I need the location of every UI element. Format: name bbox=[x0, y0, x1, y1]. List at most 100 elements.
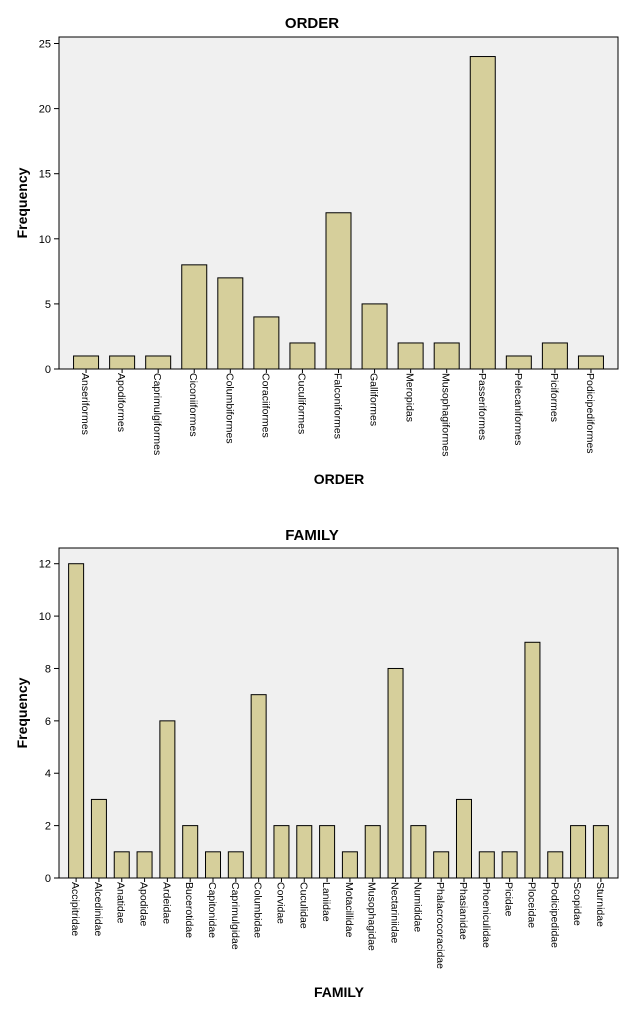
order-category-label: Ciconiiformes bbox=[187, 373, 199, 437]
family-y-tick-label: 2 bbox=[45, 821, 51, 833]
family-bar-columbidae bbox=[250, 694, 267, 879]
family-bar-caprimulgidae bbox=[227, 851, 244, 879]
family-category-label: Laniidae bbox=[320, 882, 332, 922]
family-category-label: Phasianidae bbox=[457, 882, 469, 940]
order-chart-title: ORDER bbox=[285, 15, 339, 32]
order-bar-falconiformes bbox=[325, 212, 352, 370]
family-bar-phalacrocoracidae bbox=[433, 851, 450, 879]
family-category-label: Nectariniidae bbox=[389, 882, 401, 943]
order-category-label: Caprimulgiformes bbox=[151, 373, 163, 455]
family-bar-ardeidae bbox=[159, 720, 176, 879]
family-category-label: Musophagidae bbox=[366, 882, 378, 951]
family-x-axis-title: FAMILY bbox=[314, 984, 365, 1000]
family-y-axis-title: Frequency bbox=[14, 677, 30, 748]
family-y-tick-label: 6 bbox=[45, 716, 51, 728]
order-category-label: Falconiformes bbox=[332, 373, 344, 439]
order-category-label: Galliformes bbox=[368, 373, 380, 426]
order-bar-anseriformes bbox=[73, 355, 100, 370]
family-category-label: Picidae bbox=[503, 882, 515, 917]
family-category-label: Anatidae bbox=[115, 882, 127, 924]
family-category-label: Motacillidae bbox=[343, 882, 355, 938]
family-bars-group: 0 2 4 6 8 10 12 Accipitridae Alcedinidae Anatidae… bbox=[39, 559, 609, 969]
family-y-tick-label: 12 bbox=[39, 559, 51, 571]
family-bar-motacillidae bbox=[341, 851, 358, 879]
family-bar-cuculidae bbox=[296, 825, 313, 879]
family-category-label: Apodidae bbox=[138, 882, 150, 927]
family-bar-anatidae bbox=[113, 851, 130, 879]
order-bar-passeriformes bbox=[469, 56, 496, 370]
family-category-label: Scopidae bbox=[571, 882, 583, 926]
family-bar-alcedinidae bbox=[90, 798, 107, 879]
family-bar-capitonidae bbox=[205, 851, 222, 879]
order-y-axis-title: Frequency bbox=[14, 167, 30, 238]
family-bar-nectariniidae bbox=[387, 667, 404, 879]
family-y-tick-label: 0 bbox=[45, 873, 51, 885]
order-bar-cuculiformes bbox=[289, 342, 316, 370]
order-category-label: Coraciiformes bbox=[259, 373, 271, 438]
family-bar-laniidae bbox=[319, 825, 336, 879]
order-y-tick-label: 25 bbox=[39, 39, 51, 51]
family-category-label: Numididae bbox=[411, 882, 423, 932]
family-y-tick-label: 10 bbox=[39, 611, 51, 623]
family-y-tick-label: 8 bbox=[45, 663, 51, 675]
order-y-tick-label: 5 bbox=[45, 299, 51, 311]
family-category-label: Phoeniculidae bbox=[480, 882, 492, 948]
order-category-label: Passeriformes bbox=[476, 373, 488, 440]
family-y-tick-label: 4 bbox=[45, 768, 51, 780]
order-category-label: Piciformes bbox=[548, 373, 560, 422]
order-chart: ORDER Frequency ORDER 0 5 10 15 20 25 Anserifo… bbox=[14, 15, 619, 487]
order-bars-group: 0 5 10 15 20 25 Anseriformes Apodiformes Caprimu… bbox=[39, 39, 604, 456]
family-category-label: Columbidae bbox=[252, 882, 264, 938]
order-y-tick-label: 0 bbox=[45, 364, 51, 376]
order-bar-columbiformes bbox=[217, 277, 244, 370]
family-bar-accipitridae bbox=[68, 563, 85, 879]
family-bar-musophagidae bbox=[364, 825, 381, 879]
family-category-label: Bucerotidae bbox=[183, 882, 195, 938]
order-category-label: Musophagiformes bbox=[440, 373, 452, 456]
order-bar-ciconiiformes bbox=[181, 264, 208, 370]
order-bar-galliformes bbox=[361, 303, 388, 370]
family-category-label: Phalacrocoracidae bbox=[434, 882, 446, 969]
family-category-label: Alcedinidae bbox=[92, 882, 104, 936]
order-y-tick-label: 15 bbox=[39, 169, 51, 181]
order-category-label: Anseriformes bbox=[79, 373, 91, 435]
family-category-label: Cuculidae bbox=[297, 882, 309, 929]
family-bar-podicipedidae bbox=[547, 851, 564, 879]
family-category-label: Sturnidae bbox=[594, 882, 606, 927]
order-category-label: Columbiformes bbox=[223, 373, 235, 444]
family-chart-title: FAMILY bbox=[285, 527, 339, 544]
family-bar-phasianidae bbox=[455, 798, 472, 879]
family-bar-sturnidae bbox=[592, 825, 609, 879]
order-bar-coraciiformes bbox=[253, 316, 280, 370]
family-bar-phoeniculidae bbox=[478, 851, 495, 879]
family-bar-numididae bbox=[410, 825, 427, 879]
order-bar-podicipediformes bbox=[577, 355, 604, 370]
family-bar-corvidae bbox=[273, 825, 290, 879]
family-category-label: Ardeidae bbox=[160, 882, 172, 924]
order-bar-caprimulgiformes bbox=[145, 355, 172, 370]
family-bar-bucerotidae bbox=[182, 825, 199, 879]
order-bar-musophagiformes bbox=[433, 342, 460, 370]
order-bar-apodiformes bbox=[109, 355, 136, 370]
order-y-tick-label: 10 bbox=[39, 234, 51, 246]
order-bar-piciformes bbox=[541, 342, 568, 370]
order-bar-pelecaniformes bbox=[505, 355, 532, 370]
order-category-label: Pelecaniformes bbox=[512, 373, 524, 445]
order-category-label: Meropidas bbox=[404, 373, 416, 422]
family-category-label: Podicipedidae bbox=[548, 882, 560, 948]
family-category-label: Accipitridae bbox=[69, 882, 81, 936]
family-bar-scopidae bbox=[570, 825, 587, 879]
family-bar-ploceidae bbox=[524, 641, 541, 879]
order-bar-meropidas bbox=[397, 342, 424, 370]
order-category-label: Podicipediformes bbox=[584, 373, 596, 454]
family-category-label: Caprimulgidae bbox=[229, 882, 241, 950]
family-bar-picidae bbox=[501, 851, 518, 879]
family-bar-apodidae bbox=[136, 851, 153, 879]
order-category-label: Cuculiformes bbox=[295, 373, 307, 434]
order-category-label: Apodiformes bbox=[115, 373, 127, 432]
family-category-label: Corvidae bbox=[274, 882, 286, 924]
family-category-label: Ploceidae bbox=[525, 882, 537, 928]
order-x-axis-title: ORDER bbox=[314, 471, 365, 487]
family-chart: FAMILY Frequency FAMILY 0 2 4 6 8 10 12 Accipit… bbox=[14, 527, 619, 1000]
